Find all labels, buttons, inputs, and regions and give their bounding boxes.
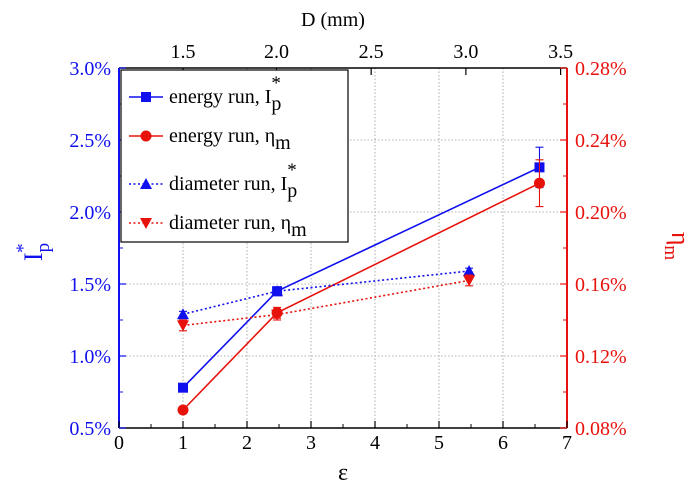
y-right-axis-label: ηm — [660, 232, 695, 261]
y-left-tick-label: 1.5% — [69, 274, 111, 296]
x-tick-label: 4 — [370, 432, 380, 454]
y-right-tick-label: 0.28% — [575, 58, 627, 80]
legend-marker-1 — [140, 130, 152, 142]
x-tick-label: 5 — [434, 432, 444, 454]
top-tick-label: 1.5 — [171, 41, 196, 63]
y-right-tick-label: 0.24% — [575, 130, 627, 152]
series-2-point — [177, 308, 189, 320]
x-tick-label: 6 — [498, 432, 508, 454]
x-axis-label: ε — [338, 460, 348, 486]
series-2-point — [463, 265, 476, 277]
y-left-tick-label: 1.0% — [69, 346, 111, 368]
legend-box — [120, 69, 349, 243]
legend-label-3: diameter run, ηm — [169, 212, 307, 241]
x-tick-label: 3 — [306, 432, 316, 454]
y-left-tick-label: 2.5% — [69, 130, 111, 152]
series-3-line — [182, 279, 470, 327]
y-right-tick-label: 0.08% — [575, 418, 627, 440]
x-tick-label: 0 — [114, 432, 124, 454]
legend-label-1: energy run, ηm — [169, 125, 291, 154]
y-right-tick-label: 0.12% — [575, 346, 627, 368]
y-left-tick-label: 3.0% — [69, 58, 111, 80]
legend-label-0: energy run, Ip* — [169, 73, 281, 115]
x-tick-label: 7 — [562, 432, 572, 454]
y-right-tick-label: 0.16% — [575, 274, 627, 296]
series-1-point — [533, 177, 545, 189]
top-tick-label: 3.0 — [453, 41, 478, 63]
x-tick-label: 1 — [178, 432, 188, 454]
legend-marker-2 — [140, 178, 152, 189]
series-0-point — [178, 382, 188, 393]
series-2-point — [271, 285, 284, 297]
legend-label-2: diameter run, Ip* — [169, 160, 297, 202]
y-right-tick-label: 0.20% — [575, 202, 627, 224]
top-tick-label: 3.5 — [548, 41, 573, 63]
legend-marker-3 — [140, 218, 152, 229]
series-3-point — [463, 275, 476, 287]
legend-marker-0 — [141, 92, 151, 102]
top-axis-label: D (mm) — [301, 9, 365, 31]
y-left-axis-label: Ip* — [13, 243, 54, 261]
y-left-tick-label: 2.0% — [69, 202, 111, 224]
top-tick-label: 2.0 — [264, 41, 289, 63]
series-3-point — [271, 309, 284, 321]
series-1-point — [177, 404, 189, 416]
series-2-line — [182, 270, 470, 316]
x-tick-label: 2 — [242, 432, 252, 454]
top-tick-label: 2.5 — [359, 41, 384, 63]
series-3-point — [177, 320, 189, 332]
y-left-tick-label: 0.5% — [69, 418, 111, 440]
